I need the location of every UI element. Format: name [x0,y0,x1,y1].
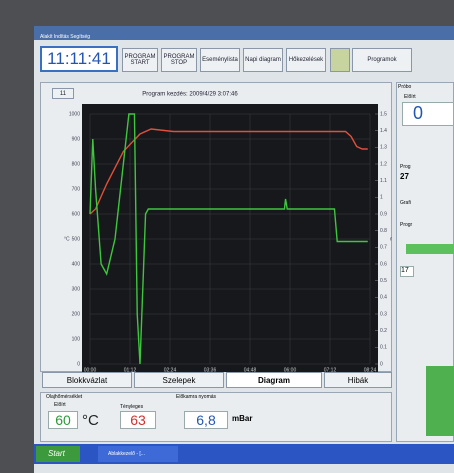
label: Grafi [400,200,411,206]
screen: Alakít Indítás Segítség 11:11:41 PROGRAM… [34,26,454,473]
actual-value: 63 [120,411,156,429]
y2-tick-label: 0.5 [380,278,387,284]
pressure-value: 6,8 [184,411,228,429]
icon[interactable] [330,48,350,72]
button[interactable]: Programok [352,48,412,72]
tab[interactable]: Szelepek [134,372,224,388]
label: Előírt [404,94,416,100]
tab[interactable]: Blokkvázlat [42,372,132,388]
label: Próbo [398,84,411,90]
y2-tick-label: 0.4 [380,295,387,301]
taskbar [34,444,454,464]
label: Tényleges [120,404,143,410]
y2-tick-label: 0.8 [380,228,387,234]
y2-tick-label: 0.1 [380,345,387,351]
button[interactable]: PROGRAM START [122,48,158,72]
label: Előírt [54,402,66,408]
label: Olajhőmérséklet [46,394,82,400]
button[interactable]: Hőkezelések [286,48,326,72]
page: Alakít Indítás Segítség 11:11:41 PROGRAM… [0,0,454,473]
setpoint-value: 60 [48,411,78,429]
y2-tick-label: 0.7 [380,245,387,251]
y-tick-label: 200 [72,311,81,317]
y-tick-label: 600 [72,211,81,217]
y-tick-label: 700 [72,186,81,192]
y-tick-label: 400 [72,261,81,267]
y-tick-label: 100 [72,336,81,342]
plot-area [82,104,378,372]
y-axis-label: °C [64,236,70,242]
chart-title: Program kezdés: 2009/4/29 3:07:46 [142,92,238,98]
unit: mBar [232,414,252,423]
y2-tick-label: 0 [380,361,383,367]
label: Prog [400,164,411,170]
chart: Program kezdés: 2009/4/29 3:07:46 0 100 20… [40,82,392,372]
y2-axis-label: mBar [390,236,392,242]
unit: °C [82,412,99,429]
y2-tick-label: 0.3 [380,311,387,317]
value: 27 [400,172,409,181]
y2-tick-label: 1.3 [380,145,387,151]
y-tick-label: 500 [72,236,81,242]
button[interactable]: Napi diagram [243,48,283,72]
value: 0 [402,102,454,126]
y-tick-label: 300 [72,286,81,292]
y2-tick-label: 1 [380,195,383,201]
y2-tick-label: 0.2 [380,328,387,334]
y2-tick-label: 0.6 [380,261,387,267]
menu-bar[interactable]: Alakít Indítás Segítség [34,26,454,40]
y2-tick-label: 1.5 [380,111,387,117]
progress [406,244,454,254]
green-buttons[interactable] [426,366,454,436]
y-tick-label: 900 [72,136,81,142]
label: Progr [400,222,412,228]
y-tick-label: 1000 [69,111,80,117]
y-tick-label: 0 [77,361,80,367]
tab[interactable]: Hibák [324,372,392,388]
y2-tick-label: 1.4 [380,128,387,134]
y2-tick-label: 1.2 [380,161,387,167]
start-button[interactable]: Start [36,446,80,462]
task-window[interactable]: Ablakkezelő - [... [98,446,178,462]
clock: 11:11:41 [40,46,118,72]
y-tick-label: 800 [72,161,81,167]
button[interactable]: PROGRAM STOP [161,48,197,72]
y2-tick-label: 1.1 [380,178,387,184]
label: Előkamra nyomás [176,394,216,400]
button[interactable]: Eseménylista [200,48,240,72]
tab[interactable]: Diagram [226,372,322,388]
y2-tick-label: 0.9 [380,211,387,217]
value: 17 [400,266,414,277]
